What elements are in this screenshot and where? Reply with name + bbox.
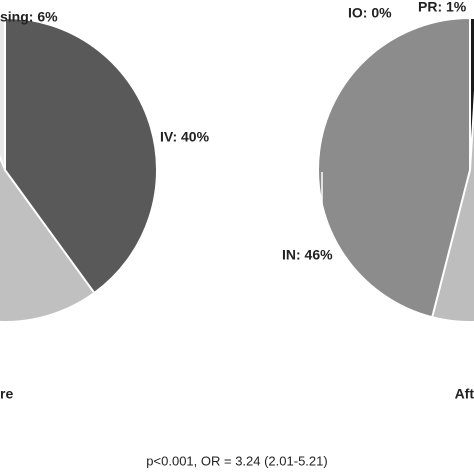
pie-title: Aft <box>455 386 474 402</box>
slice-label: IV: 40% <box>160 129 210 145</box>
pie-slice <box>4 16 158 295</box>
slice-label: PR: 1% <box>418 0 467 15</box>
pie-slice <box>469 16 474 171</box>
slice-label: IN: 46% <box>282 247 333 263</box>
slice-label: sing: 6% <box>0 9 58 25</box>
pie-slice <box>317 16 471 319</box>
footnote: p<0.001, OR = 3.24 (2.01-5.21) <box>146 453 327 468</box>
pie-title: re <box>0 386 13 402</box>
slice-label: IO: 0% <box>348 5 392 21</box>
